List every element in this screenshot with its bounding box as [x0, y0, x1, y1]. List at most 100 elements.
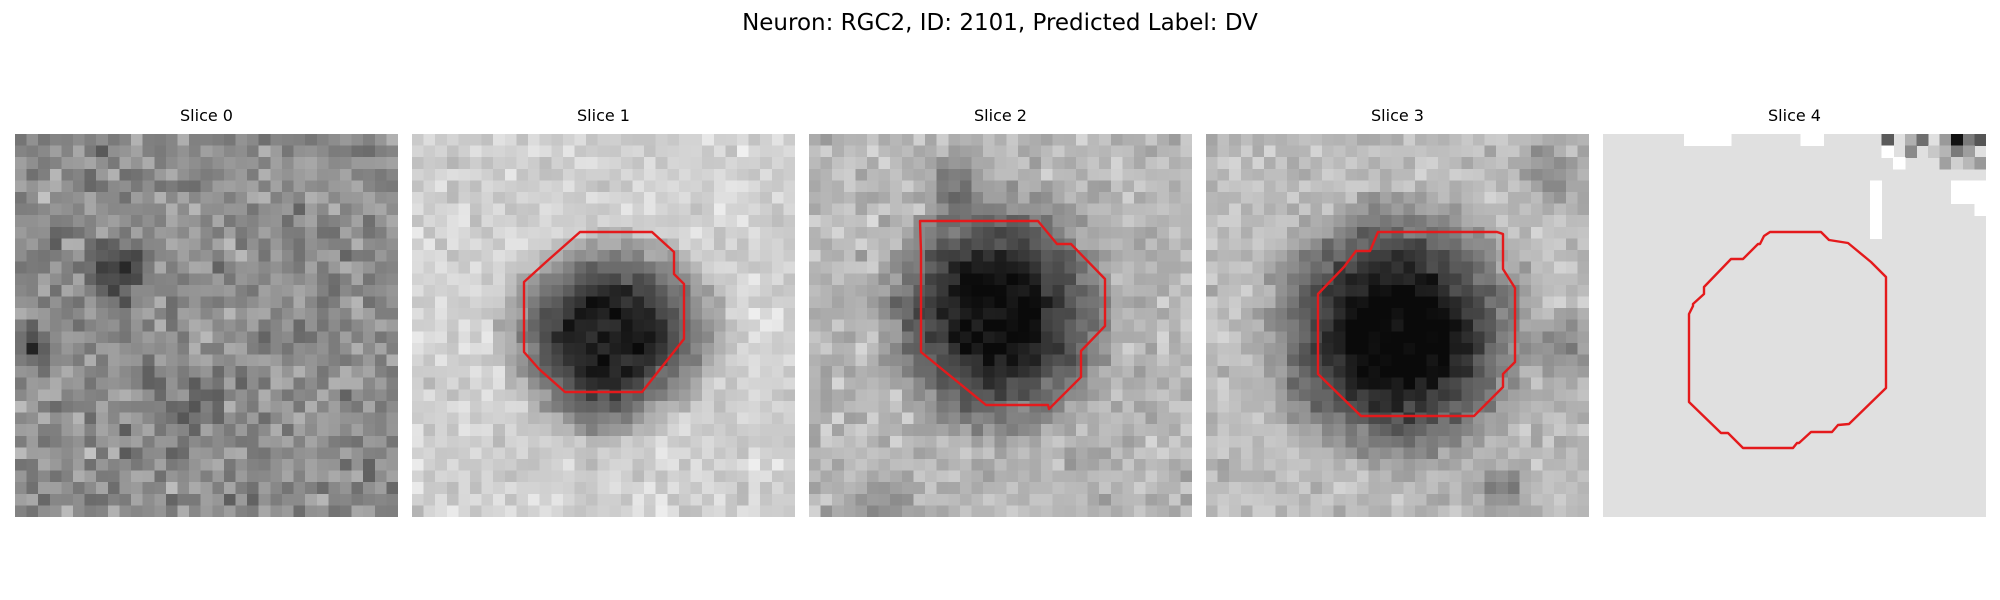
pixel: [809, 238, 822, 251]
pixel: [1145, 157, 1158, 170]
pixel: [1041, 458, 1054, 472]
pixel: [832, 192, 845, 205]
pixel: [374, 319, 387, 332]
pixel: [1565, 180, 1578, 193]
pixel: [1041, 389, 1054, 402]
pixel: [223, 284, 237, 298]
pixel: [1333, 238, 1346, 251]
pixel: [1438, 215, 1451, 228]
pixel: [1298, 400, 1312, 414]
pixel: [736, 400, 750, 414]
pixel: [1122, 308, 1135, 321]
pixel: [1252, 296, 1265, 309]
pixel: [363, 215, 376, 228]
pixel: [878, 192, 891, 205]
pixel: [270, 168, 283, 182]
pixel: [1414, 447, 1428, 460]
pixel: [154, 273, 167, 286]
pixel: [493, 505, 506, 517]
pixel: [1264, 273, 1277, 286]
pixel: [783, 238, 795, 251]
pixel: [678, 203, 692, 216]
pixel: [1041, 215, 1054, 228]
pixel: [1356, 145, 1370, 158]
pixel: [1145, 203, 1158, 216]
pixel: [247, 261, 260, 274]
pixel: [270, 215, 283, 228]
pixel: [1542, 447, 1555, 460]
pixel: [177, 447, 190, 460]
pixel: [446, 331, 460, 344]
pixel: [644, 296, 657, 309]
pixel: [678, 424, 692, 437]
pixel: [609, 377, 622, 390]
pixel: [131, 296, 144, 309]
pixel: [1041, 435, 1054, 448]
pixel: [119, 412, 132, 425]
pixel: [1029, 447, 1042, 460]
pixel: [890, 319, 903, 332]
pixel: [61, 238, 74, 251]
pixel: [1298, 366, 1312, 379]
pixel: [84, 273, 97, 286]
pixel: [470, 145, 483, 158]
pixel: [1298, 296, 1312, 309]
pixel: [1168, 273, 1181, 286]
pixel: [632, 284, 645, 298]
pixel: [305, 168, 318, 182]
pixel: [1368, 273, 1381, 286]
pixel: [1064, 226, 1077, 240]
pixel: [959, 145, 973, 158]
pixel: [305, 203, 318, 216]
pixel: [655, 134, 668, 147]
pixel: [1122, 354, 1135, 367]
pixel: [586, 424, 599, 437]
pixel: [84, 482, 97, 495]
pixel: [504, 238, 518, 251]
pixel: [867, 226, 880, 240]
pixel: [189, 168, 202, 182]
pixel: [504, 354, 518, 367]
pixel: [632, 412, 645, 425]
pixel: [1542, 412, 1555, 425]
pixel: [131, 319, 144, 332]
pixel: [1310, 192, 1323, 205]
pixel: [1157, 180, 1170, 193]
pixel: [597, 296, 610, 309]
pixel: [609, 458, 622, 472]
pixel: [61, 284, 74, 298]
pixel: [107, 435, 121, 448]
pixel: [667, 157, 680, 170]
pixel: [1017, 203, 1031, 216]
pixel: [820, 226, 833, 240]
pixel: [1240, 157, 1254, 170]
pixel: [1519, 458, 1532, 472]
pixel: [1426, 296, 1439, 309]
pixel: [632, 203, 645, 216]
pixel: [1554, 424, 1567, 437]
pixel: [423, 296, 436, 309]
pixel: [223, 458, 237, 472]
pixel: [528, 180, 541, 193]
pixel: [1217, 424, 1230, 437]
pixel: [1052, 412, 1065, 425]
pixel: [1391, 180, 1404, 193]
pixel: [901, 389, 915, 402]
pixel: [1217, 215, 1230, 228]
pixel: [1438, 308, 1451, 321]
pixel: [423, 203, 436, 216]
pixel: [925, 296, 938, 309]
pixel: [316, 284, 329, 298]
pixel: [154, 424, 167, 437]
pixel: [994, 412, 1007, 425]
pixel: [736, 319, 750, 332]
pixel: [481, 296, 494, 309]
pixel: [470, 319, 483, 332]
pixel: [620, 354, 634, 367]
pixel: [1530, 284, 1544, 298]
pixel: [1438, 319, 1451, 332]
pixel: [328, 250, 341, 263]
pixel: [783, 157, 795, 170]
pixel: [948, 458, 961, 472]
pixel: [678, 366, 692, 379]
